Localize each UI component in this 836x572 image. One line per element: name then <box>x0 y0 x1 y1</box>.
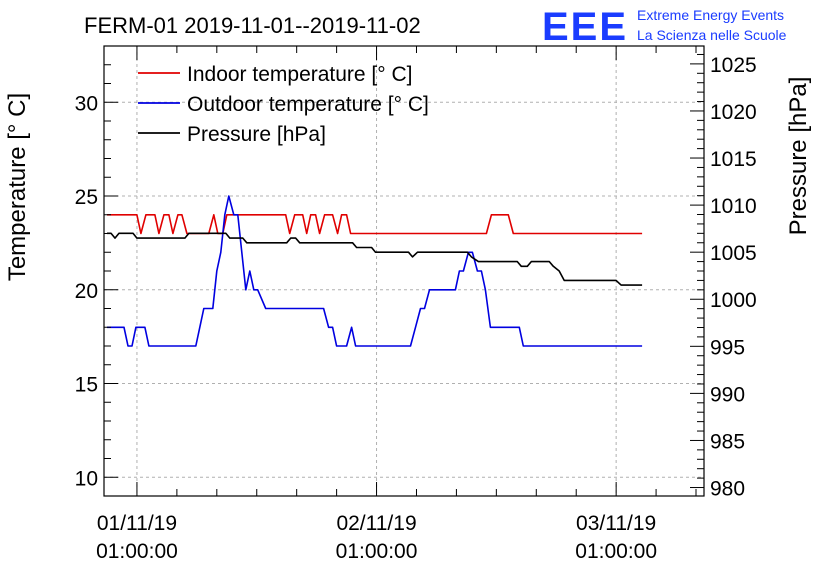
y2-tick-label: 985 <box>710 430 745 453</box>
eee-logo: EEE Extreme Energy Events La Scienza nel… <box>542 5 787 49</box>
y2-axis-title: Pressure [hPa] <box>785 77 812 236</box>
x-tick-time: 01:00:00 <box>96 540 178 563</box>
y-tick-label: 30 <box>75 92 98 115</box>
legend-label-indoor: Indoor temperature [° C] <box>187 63 413 86</box>
y-tick-label: 10 <box>75 467 98 490</box>
legend: Indoor temperature [° C] Outdoor tempera… <box>138 63 429 146</box>
y-tick-label: 15 <box>75 374 98 397</box>
logo-mark: EEE <box>542 5 628 49</box>
series-layer <box>107 195 643 347</box>
legend-label-pressure: Pressure [hPa] <box>187 123 326 146</box>
y2-tick-label: 995 <box>710 336 745 359</box>
y-axis-title: Temperature [° C] <box>4 93 31 281</box>
x-tick-date: 02/11/19 <box>336 512 416 535</box>
y2-tick-label: 1025 <box>710 54 757 77</box>
x-tick-date: 01/11/19 <box>97 512 177 535</box>
y2-tick-label: 1020 <box>710 101 757 124</box>
series-line-pressure <box>107 232 643 286</box>
x-tick-time: 01:00:00 <box>575 540 657 563</box>
x-tick-time: 01:00:00 <box>336 540 418 563</box>
y-tick-label: 25 <box>75 186 98 209</box>
axis-ticks <box>104 45 704 497</box>
y2-tick-label: 980 <box>710 478 745 501</box>
y2-tick-label: 1015 <box>710 148 757 171</box>
series-line-indoor <box>107 214 643 235</box>
logo-line-1: Extreme Energy Events <box>637 7 784 23</box>
legend-label-outdoor: Outdoor temperature [° C] <box>187 93 429 116</box>
y2-tick-label: 990 <box>710 383 745 406</box>
chart-title: FERM-01 2019-11-01--2019-11-02 <box>84 13 421 38</box>
y-tick-label: 20 <box>75 280 98 303</box>
logo-line-2: La Scienza nelle Scuole <box>637 27 787 43</box>
tick-labels: 1015202530980985990995100010051010101510… <box>75 54 757 563</box>
y2-tick-label: 1010 <box>710 195 757 218</box>
y2-tick-label: 1005 <box>710 242 757 265</box>
y2-tick-label: 1000 <box>710 289 757 312</box>
x-tick-date: 03/11/19 <box>576 512 656 535</box>
series-line-outdoor <box>107 195 643 347</box>
grid <box>104 46 704 496</box>
